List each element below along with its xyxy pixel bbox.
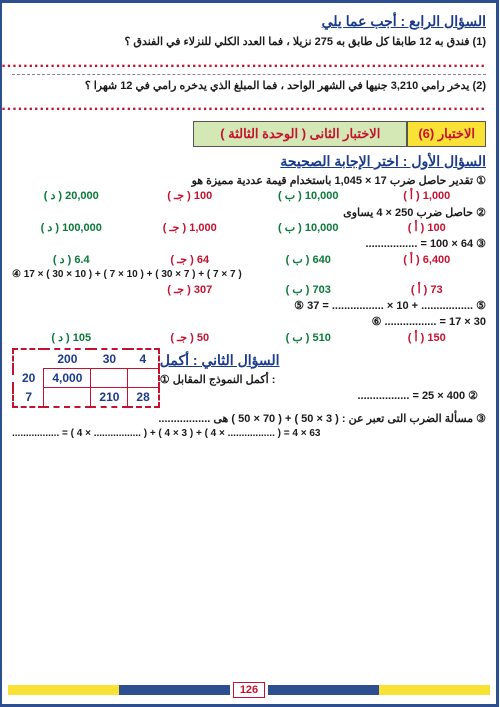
- divider: [13, 74, 487, 75]
- banner-left: الاختبار (6): [408, 121, 487, 147]
- q1-stem1: ① تقدير حاصل ضرب 17 × 1,045 باستخدام قيم…: [13, 174, 487, 187]
- banner-right: الاختبار الثانى ( الوحدة الثالثة ): [194, 121, 408, 147]
- mcq-options: ( د ) 100,000( جـ ) 1,000( ب ) 10,000( أ…: [13, 221, 487, 234]
- q2-p3: ③ مسألة الضرب التى تعبر عن : ( 3 × 50 ) …: [13, 412, 487, 425]
- q1-stem3: ................. = 100 × 64 ③: [13, 237, 487, 250]
- q4-p2: (2) يدخر رامي 3,210 جنيها في الشهر الواح…: [13, 78, 487, 95]
- q4-p1: (1) فندق به 12 طابقا كل طابق به 275 نزيل…: [13, 34, 487, 51]
- answer-dots: ........................................…: [13, 54, 487, 72]
- q2-p2: ................. = 25 × 400 ②: [161, 389, 479, 402]
- mcq-options: ( د ) 6.4( جـ ) 64( ب ) 640( أ ) 6,400: [13, 253, 487, 266]
- q1-stem2: ② حاصل ضرب 250 × 4 يساوى: [13, 206, 487, 219]
- q1-header: السؤال الأول : اختر الإجابة الصحيحة: [13, 153, 487, 170]
- q1-stem5: ⑤ 37 = ................. × 10 + ........…: [13, 299, 487, 312]
- q1-stem4: ④ 17 × ( 30 × 10 ) + ( 7 × 10 ) + ( 30 ×…: [13, 269, 487, 280]
- test-banner: الاختبار (6) الاختبار الثانى ( الوحدة ال…: [13, 121, 487, 147]
- answer-dots: ........................................…: [13, 97, 487, 115]
- q1-stem6: ⑥ ................. = 17 × 30: [13, 315, 487, 328]
- mcq-options: ( د ) 20,000( جـ ) 100( ب ) 10,000( أ ) …: [13, 189, 487, 202]
- q2-header: السؤال الثاني : أكمل: [161, 352, 479, 369]
- model-table: 200304 204,000 721028: [13, 348, 161, 408]
- footer: 126: [9, 682, 491, 698]
- page-number: 126: [234, 682, 266, 698]
- q2-p4: ................. = ( 4 × ..............…: [13, 428, 487, 439]
- mcq-options: ( جـ ) 307( ب ) 703( أ ) 73: [13, 283, 487, 296]
- q4-header: السؤال الرابع : أجب عما يلي: [13, 13, 487, 30]
- q2-p1: ① أكمل النموذج المقابل :: [161, 373, 479, 386]
- mcq-options: ( د ) 105( جـ ) 50( ب ) 510( أ ) 150: [13, 331, 487, 344]
